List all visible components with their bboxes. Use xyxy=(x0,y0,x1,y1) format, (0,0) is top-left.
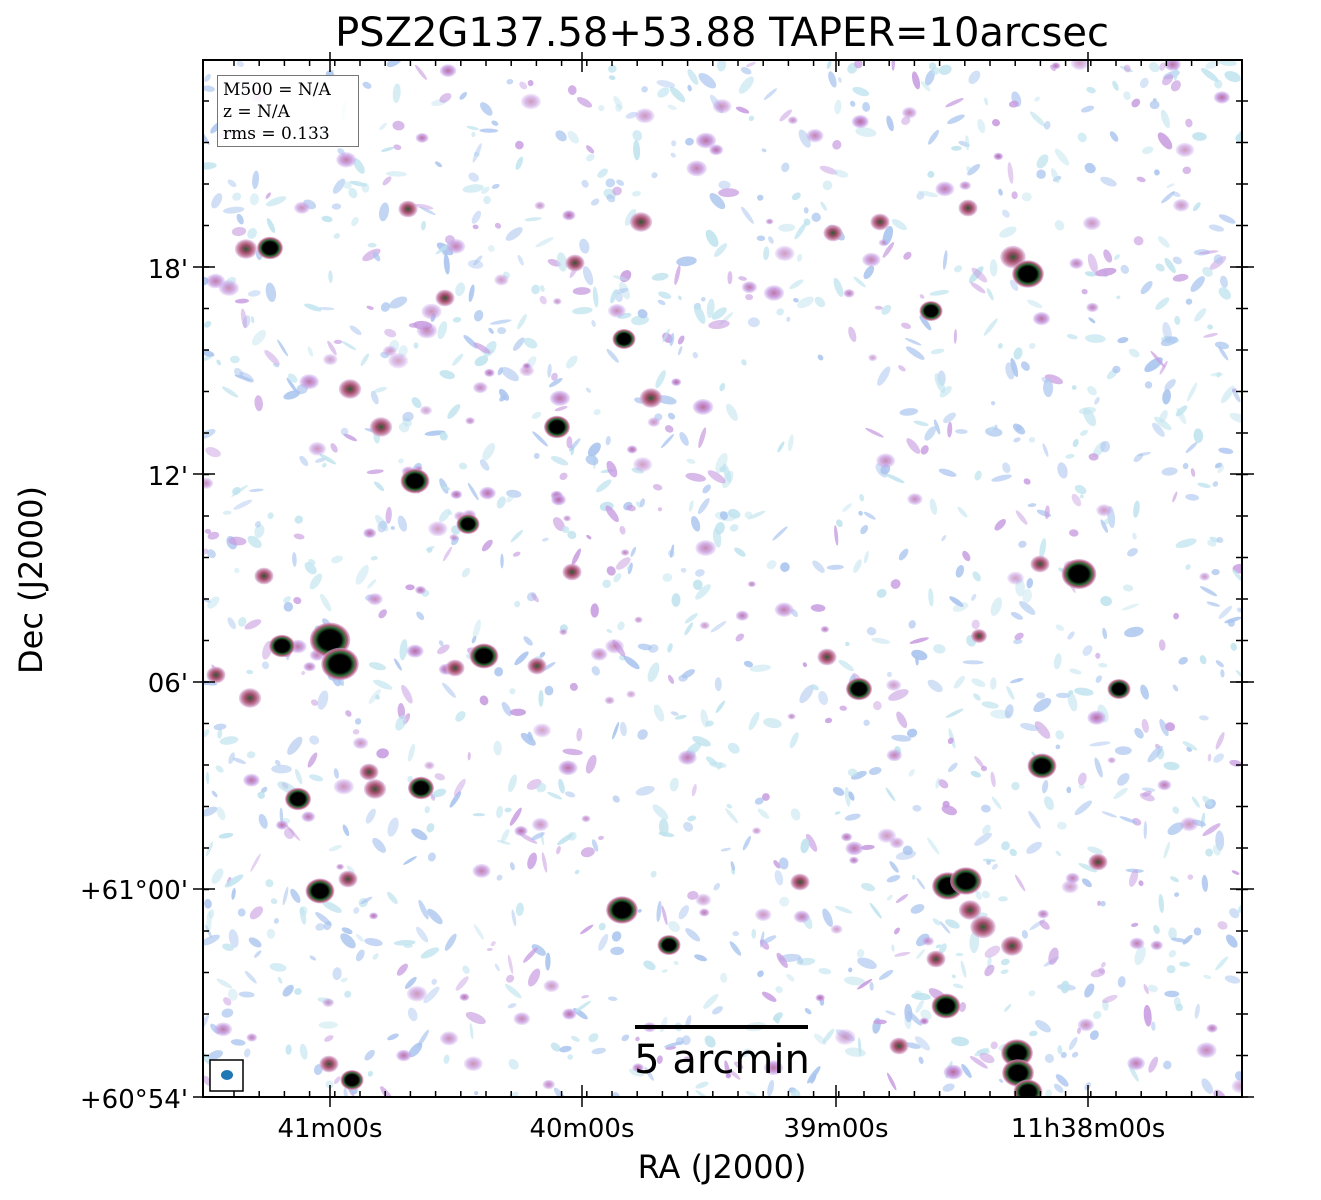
x-tick-label-39m00s: 39m00s xyxy=(783,1114,888,1144)
noise-field xyxy=(203,60,1242,1097)
beam-ellipse xyxy=(221,1070,233,1080)
axis-ticks xyxy=(193,52,1254,1107)
y-tick-label-18: 18' xyxy=(148,255,188,285)
y-tick-label-06: 06' xyxy=(148,669,188,699)
y-tick-label-60-54: +60°54' xyxy=(80,1085,188,1115)
plot-frame xyxy=(202,59,1243,1098)
beam-box xyxy=(209,1059,244,1092)
scale-bar: 5 arcmin xyxy=(634,1025,810,1083)
y-axis-label: Dec (J2000) xyxy=(12,486,50,674)
beam-indicator xyxy=(209,1059,244,1092)
scale-bar-label: 5 arcmin xyxy=(634,1037,810,1083)
info-m500: M500 = N/A xyxy=(223,80,331,100)
x-tick-label-40m00s: 40m00s xyxy=(529,1114,634,1144)
info-redshift: z = N/A xyxy=(223,102,290,122)
y-tick-label-61-00: +61°00' xyxy=(80,876,188,906)
info-rms: rms = 0.133 xyxy=(223,124,330,144)
plot-title: PSZ2G137.58+53.88 TAPER=10arcsec xyxy=(335,10,1109,56)
x-tick-label-11h38m00s: 11h38m00s xyxy=(1011,1114,1166,1144)
info-box: M500 = N/A z = N/A rms = 0.133 xyxy=(217,75,359,147)
y-tick-label-12: 12' xyxy=(148,462,188,492)
x-tick-label-41m00s: 41m00s xyxy=(277,1114,382,1144)
radio-sources xyxy=(206,199,1131,1097)
x-axis-label: RA (J2000) xyxy=(638,1148,807,1186)
